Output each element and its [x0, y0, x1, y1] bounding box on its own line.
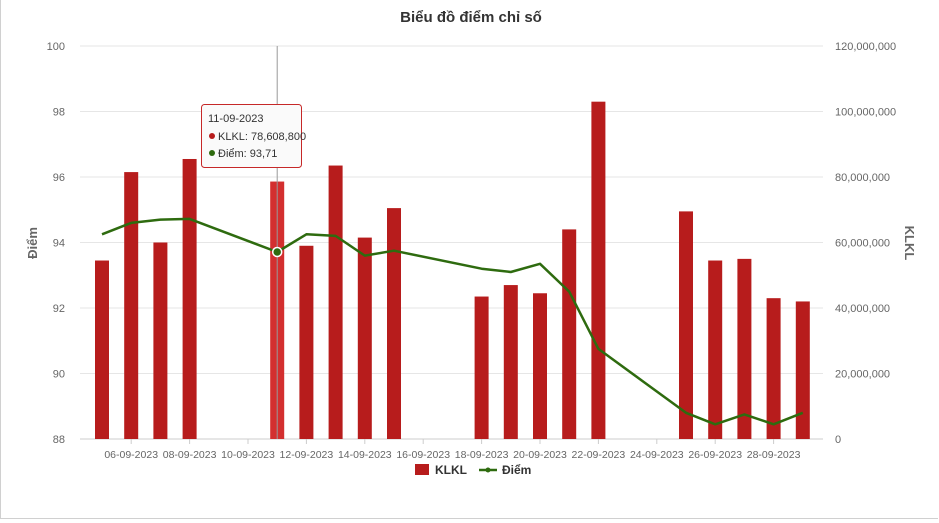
y-right-tick-label: 80,000,000	[835, 172, 890, 184]
x-tick-label: 22-09-2023	[572, 449, 626, 461]
x-tick-label: 12-09-2023	[280, 449, 334, 461]
bar-klkl-21-09-2023[interactable]	[562, 229, 577, 439]
tooltip: 11-09-2023 KLKL: 78,608,800 Điểm: 93,71	[201, 104, 306, 168]
x-tick-label: 08-09-2023	[163, 449, 217, 461]
x-tick-label: 24-09-2023	[630, 449, 684, 461]
tooltip-line: KLKL: 78,608,800	[218, 131, 306, 143]
tooltip-dot	[209, 133, 215, 139]
bar-klkl-06-09-2023[interactable]	[124, 172, 139, 439]
x-tick-label: 14-09-2023	[338, 449, 392, 461]
y-axis-left-title: Điểm	[25, 227, 40, 259]
y-left-tick-label: 98	[53, 107, 65, 119]
x-tick-label: 06-09-2023	[104, 449, 158, 461]
y-left-tick-label: 96	[53, 172, 65, 184]
y-right-tick-label: 20,000,000	[835, 369, 890, 381]
y-right-tick-label: 100,000,000	[835, 107, 896, 119]
bar-klkl-25-09-2023[interactable]	[679, 211, 693, 439]
y-right-tick-label: 40,000,000	[835, 303, 890, 315]
tooltip-date: 11-09-2023	[208, 113, 263, 125]
bar-klkl-20-09-2023[interactable]	[533, 293, 547, 439]
tooltip-box	[201, 104, 302, 168]
y-right-tick-label: 60,000,000	[835, 238, 890, 250]
bar-klkl-27-09-2023[interactable]	[737, 258, 752, 439]
y-right-tick-label: 0	[835, 434, 841, 446]
bar-klkl-08-09-2023[interactable]	[182, 158, 197, 440]
bar-klkl-29-09-2023[interactable]	[795, 301, 810, 439]
bar-klkl-05-09-2023[interactable]	[95, 260, 109, 439]
x-tick-label: 28-09-2023	[747, 449, 801, 461]
legend-line-marker	[485, 467, 491, 473]
x-tick-label: 20-09-2023	[513, 449, 567, 461]
y-left-tick-label: 88	[53, 434, 65, 446]
tooltip-dot	[209, 150, 215, 156]
line-diem	[101, 217, 804, 426]
y-left-tick-label: 100	[47, 41, 65, 53]
bar-klkl-26-09-2023[interactable]	[708, 260, 723, 439]
bar-klkl-22-09-2023[interactable]	[591, 101, 606, 440]
legend-label-klkl: KLKL	[435, 463, 467, 477]
bar-klkl-28-09-2023[interactable]	[766, 298, 781, 439]
bar-klkl-18-09-2023[interactable]	[474, 296, 489, 439]
hover-point-diem[interactable]	[271, 246, 283, 258]
bar-klkl-14-09-2023[interactable]	[357, 237, 372, 439]
tooltip-line: Điểm: 93,71	[218, 148, 277, 160]
x-tick-label: 16-09-2023	[396, 449, 450, 461]
legend: KLKL Điểm	[415, 463, 531, 477]
y-left-tick-label: 90	[53, 369, 65, 381]
x-tick-label: 18-09-2023	[455, 449, 509, 461]
legend-label-diem: Điểm	[502, 463, 531, 477]
chart-title: Biểu đồ điểm chỉ số	[400, 9, 542, 26]
axes: 100 120,000,000 98 100,000,000 96 80,000,000 9…	[47, 41, 897, 461]
bar-klkl-12-09-2023[interactable]	[299, 245, 314, 439]
y-right-tick-label: 120,000,000	[835, 41, 896, 53]
legend-bar-swatch	[415, 464, 429, 475]
x-tick-label: 26-09-2023	[688, 449, 742, 461]
y-left-tick-label: 92	[53, 303, 65, 315]
bar-klkl-13-09-2023[interactable]	[328, 165, 343, 439]
y-axis-right-title: KLKL	[902, 226, 917, 261]
bar-klkl-07-09-2023[interactable]	[153, 242, 168, 440]
bar-klkl-19-09-2023[interactable]	[503, 285, 518, 439]
x-tick-label: 10-09-2023	[221, 449, 275, 461]
y-left-tick-label: 94	[53, 238, 65, 250]
bar-klkl-15-09-2023[interactable]	[387, 208, 401, 439]
